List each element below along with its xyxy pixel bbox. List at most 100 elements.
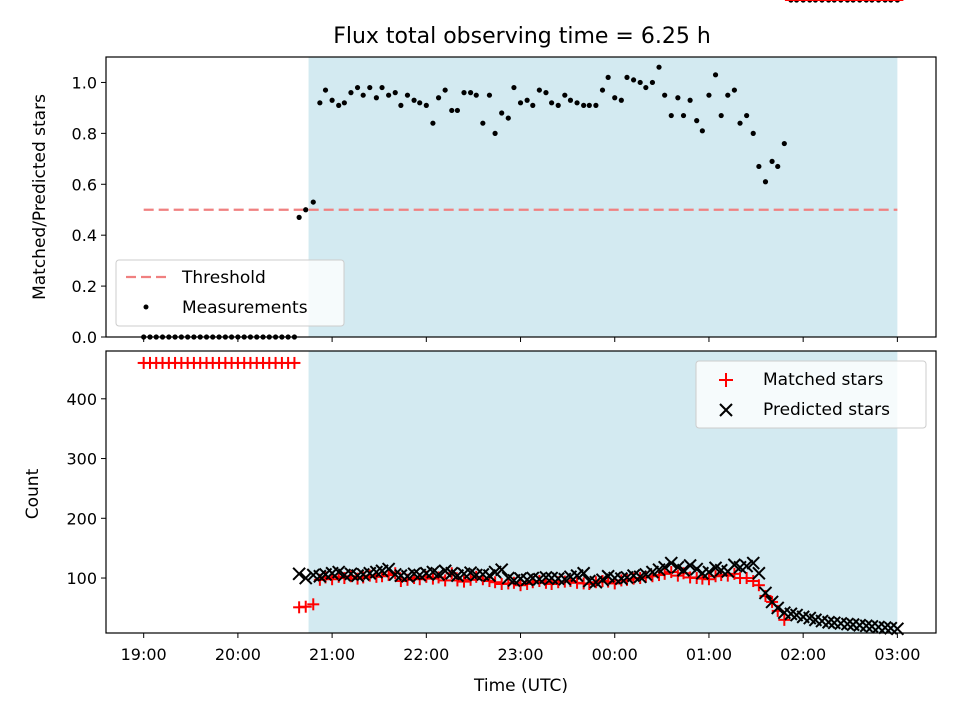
matched-star-marker <box>382 569 395 582</box>
measurement-point <box>612 95 618 101</box>
measurement-point <box>317 100 323 106</box>
predicted-star-marker <box>292 567 306 581</box>
measurement-point <box>303 207 309 213</box>
measurement-point <box>675 95 681 101</box>
predicted-star-marker-b <box>476 567 490 582</box>
predicted-star-marker-b <box>601 569 615 583</box>
x-tick-label: 02:00 <box>780 645 826 664</box>
predicted-star-marker-b <box>796 610 810 624</box>
predicted-star-marker <box>771 601 785 615</box>
measurement-point <box>605 74 611 80</box>
legend-threshold-label: Threshold <box>181 268 266 288</box>
predicted-star-marker-b <box>299 571 313 585</box>
predicted-star-marker-b <box>544 571 559 585</box>
measurement-point <box>492 130 498 136</box>
bottom-y-axis-label: Count <box>23 468 43 519</box>
measurement-point <box>486 92 493 98</box>
predicted-star-marker-b <box>859 619 873 633</box>
x-tick-label: 20:00 <box>215 645 261 664</box>
predicted-star-marker <box>576 566 591 580</box>
predicted-star-marker-b <box>803 611 817 625</box>
predicted-star-marker <box>878 620 892 635</box>
measurement-point <box>423 102 429 108</box>
measurement-point <box>467 90 474 96</box>
measurement-point <box>454 107 461 114</box>
predicted-star-marker <box>494 562 509 577</box>
matched-star-marker <box>439 574 452 587</box>
measurement-point <box>524 97 530 103</box>
measurement-point <box>649 79 656 86</box>
measurement-point <box>712 72 719 78</box>
measurement-point <box>599 87 606 93</box>
measurement-point <box>341 100 347 106</box>
predicted-star-marker-b <box>784 607 798 621</box>
x-tick-label: 03:00 <box>874 645 920 664</box>
bottom-y-tick-label: 200 <box>66 509 97 528</box>
top-y-axis-label: Matched/Predicted stars <box>30 94 50 300</box>
predicted-star-marker-b <box>657 560 672 574</box>
measurement-point <box>348 90 354 96</box>
measurement-point <box>435 95 442 101</box>
measurement-point <box>505 115 511 121</box>
predicted-star-marker-b <box>513 571 528 586</box>
bottom-x-ticks: 19:00 20:00 21:00 22:00 23:00 00:00 01:00 02:00… <box>121 633 920 664</box>
top-y-tick-label: 0.8 <box>72 124 97 143</box>
predicted-star-marker <box>840 617 855 631</box>
top-legend: Threshold Measurements <box>115 259 345 327</box>
measurement-point <box>536 87 542 93</box>
top-y-tick-label: 0.6 <box>72 175 97 194</box>
predicted-star-marker-b <box>789 608 804 622</box>
predicted-star-marker-b <box>407 567 421 581</box>
legend-matched-swatch <box>719 373 733 387</box>
measurement-point <box>769 158 775 164</box>
predicted-star-marker-b <box>689 562 704 576</box>
measurement-point <box>310 199 316 205</box>
predicted-star-marker-b <box>608 571 622 585</box>
predicted-star-marker-b <box>388 567 402 582</box>
measurement-point <box>379 84 385 91</box>
measurement-point <box>737 120 743 126</box>
predicted-star-marker-b <box>727 558 742 572</box>
predicted-star-marker <box>702 565 716 579</box>
measurement-point <box>411 97 417 103</box>
measurement-point <box>581 102 587 108</box>
chart-title: Flux total observing time = 6.25 h <box>333 24 711 49</box>
top-y-tick-label: 0.0 <box>72 328 97 347</box>
top-y-tick-label: 0.4 <box>72 226 97 245</box>
measurement-point <box>555 102 561 108</box>
measurement-point <box>398 102 404 108</box>
measurement-point <box>473 92 479 98</box>
x-tick-label: 00:00 <box>592 645 638 664</box>
predicted-star-marker-b <box>551 571 565 586</box>
bottom-legend-box <box>695 360 927 429</box>
measurement-point <box>643 84 649 91</box>
predicted-star-marker-b <box>426 565 440 579</box>
predicted-star-marker-b <box>431 567 446 582</box>
predicted-star-marker-b <box>871 620 886 634</box>
predicted-star-marker <box>859 619 873 633</box>
predicted-star-marker <box>676 563 691 577</box>
matched-star-marker <box>458 575 471 588</box>
x-tick-label: 21:00 <box>309 645 355 664</box>
predicted-star-marker <box>431 567 446 582</box>
predicted-star-marker-b <box>846 617 860 632</box>
measurement-point <box>530 102 536 108</box>
measurement-point <box>511 84 517 91</box>
measurement-point <box>329 97 335 103</box>
matched-star-marker <box>778 613 791 626</box>
predicted-star-marker-b <box>344 567 358 581</box>
measurement-point <box>756 163 762 170</box>
legend-measurements-swatch <box>143 304 149 310</box>
predicted-star-marker <box>739 559 754 573</box>
predicted-star-marker-b <box>865 619 879 634</box>
predicted-star-marker-b <box>438 564 452 578</box>
predicted-star-marker <box>758 586 773 600</box>
measurement-point <box>624 74 630 80</box>
predicted-star-marker <box>683 558 697 573</box>
measurement-point <box>706 92 712 98</box>
predicted-star-marker-b <box>758 586 773 600</box>
measurement-point <box>360 92 366 98</box>
measurement-point <box>586 102 592 108</box>
measurement-point <box>404 92 411 98</box>
